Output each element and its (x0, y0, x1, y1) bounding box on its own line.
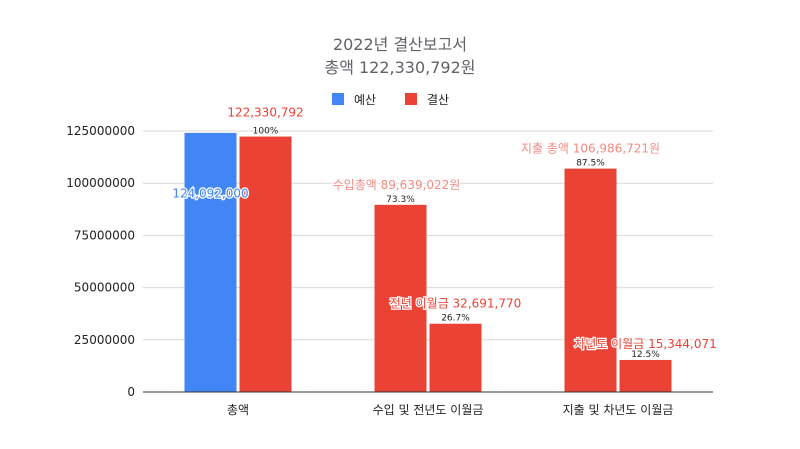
y-tick-label: 75000000 (74, 228, 135, 242)
category-label: 수입 및 전년도 이월금 (373, 403, 484, 417)
gridlines (143, 130, 713, 341)
y-tick-label: 125000000 (66, 124, 135, 138)
y-tick-label: 0 (127, 385, 135, 399)
legend-label-budget: 예산 (354, 93, 376, 107)
y-axis-ticks: 0 25000000 50000000 75000000 100000000 125000… (66, 124, 135, 399)
value-annotation: 124,092,000 (172, 186, 248, 200)
percent-label: 26.7% (441, 314, 470, 324)
bar (564, 168, 617, 392)
bar (184, 132, 237, 392)
percent-label: 100% (253, 127, 279, 137)
y-tick-label: 100000000 (66, 176, 135, 190)
value-annotation: 수입총액 89,639,022원 (333, 178, 461, 192)
percent-label: 87.5% (576, 159, 605, 169)
percent-label: 12.5% (631, 350, 660, 360)
bars (184, 132, 672, 392)
value-annotation: 122,330,792 (227, 106, 303, 120)
value-annotation: 지출 총액 106,986,721원 (521, 142, 660, 156)
value-annotations: 124,092,000 122,330,792 수입총액 89,639,022원전년… (171, 104, 718, 352)
legend-swatch-budget (332, 93, 344, 105)
category-labels: 총액 수입 및 전년도 이월금 지출 및 차년도 이월금 (227, 403, 673, 417)
chart-title: 2022년 결산보고서 (333, 35, 467, 54)
bar (374, 204, 427, 392)
legend-swatch-settlement (405, 93, 417, 105)
y-tick-label: 50000000 (74, 281, 135, 295)
bar (239, 136, 292, 392)
legend: 예산 결산 (332, 93, 449, 107)
percent-labels: 100% 73.3% 26.7% 87.5% 12.5% (253, 127, 661, 360)
category-label: 지출 및 차년도 이월금 (563, 403, 674, 417)
percent-label: 73.3% (386, 195, 415, 205)
value-annotation: 차년도 이월금 15,344,071 (574, 337, 717, 351)
category-label: 총액 (227, 403, 249, 417)
bar (619, 359, 672, 392)
bar (429, 323, 482, 392)
y-tick-label: 25000000 (74, 333, 135, 347)
chart-subtitle: 총액 122,330,792원 (324, 58, 475, 77)
value-annotation: 전년 이월금 32,691,770 (390, 297, 522, 311)
legend-label-settlement: 결산 (427, 93, 449, 107)
